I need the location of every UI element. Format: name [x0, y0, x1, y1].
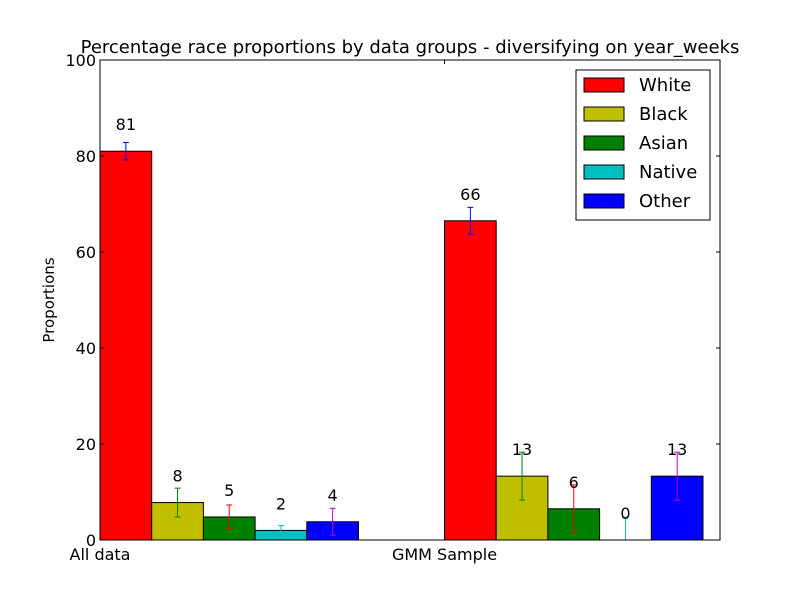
y-tick-label-0: 0 — [86, 531, 96, 550]
x-tick-label-all-data: All data — [70, 545, 131, 564]
data-label-other-all-data: 4 — [328, 486, 338, 505]
y-axis-label: Proportions — [40, 257, 58, 342]
data-label-other-gmm-sample: 13 — [667, 440, 687, 459]
bar-white-all-data — [99, 150, 153, 541]
legend-swatch-black — [583, 106, 625, 122]
legend-swatch-native — [583, 164, 625, 180]
data-label-asian-all-data: 5 — [224, 481, 234, 500]
data-label-asian-gmm-sample: 6 — [569, 473, 579, 492]
x-tick-label-gmm-sample: GMM Sample — [392, 545, 497, 564]
y-tick-label-40: 40 — [76, 339, 96, 358]
data-label-native-all-data: 2 — [276, 494, 286, 513]
legend-label-asian: Asian — [639, 133, 688, 154]
data-label-white-all-data: 81 — [116, 115, 136, 134]
legend-swatch-asian — [583, 135, 625, 151]
bar-white-gmm-sample — [444, 220, 497, 541]
legend-swatch-white — [583, 77, 625, 93]
y-tick-label-100: 100 — [65, 51, 96, 70]
data-label-white-gmm-sample: 66 — [460, 185, 480, 204]
chart-title: Percentage race proportions by data grou… — [81, 37, 740, 58]
legend-label-white: White — [639, 75, 691, 96]
y-tick-label-20: 20 — [76, 435, 96, 454]
data-label-black-gmm-sample: 13 — [512, 440, 532, 459]
y-tick-label-60: 60 — [76, 243, 96, 262]
y-tick-label-80: 80 — [76, 147, 96, 166]
legend-label-black: Black — [639, 104, 688, 125]
legend-swatch-other — [583, 193, 625, 209]
data-label-native-gmm-sample: 0 — [620, 504, 630, 523]
data-label-black-all-data: 8 — [172, 467, 182, 486]
plot-frame — [99, 59, 721, 541]
legend-label-native: Native — [639, 162, 697, 183]
legend-label-other: Other — [639, 191, 691, 212]
